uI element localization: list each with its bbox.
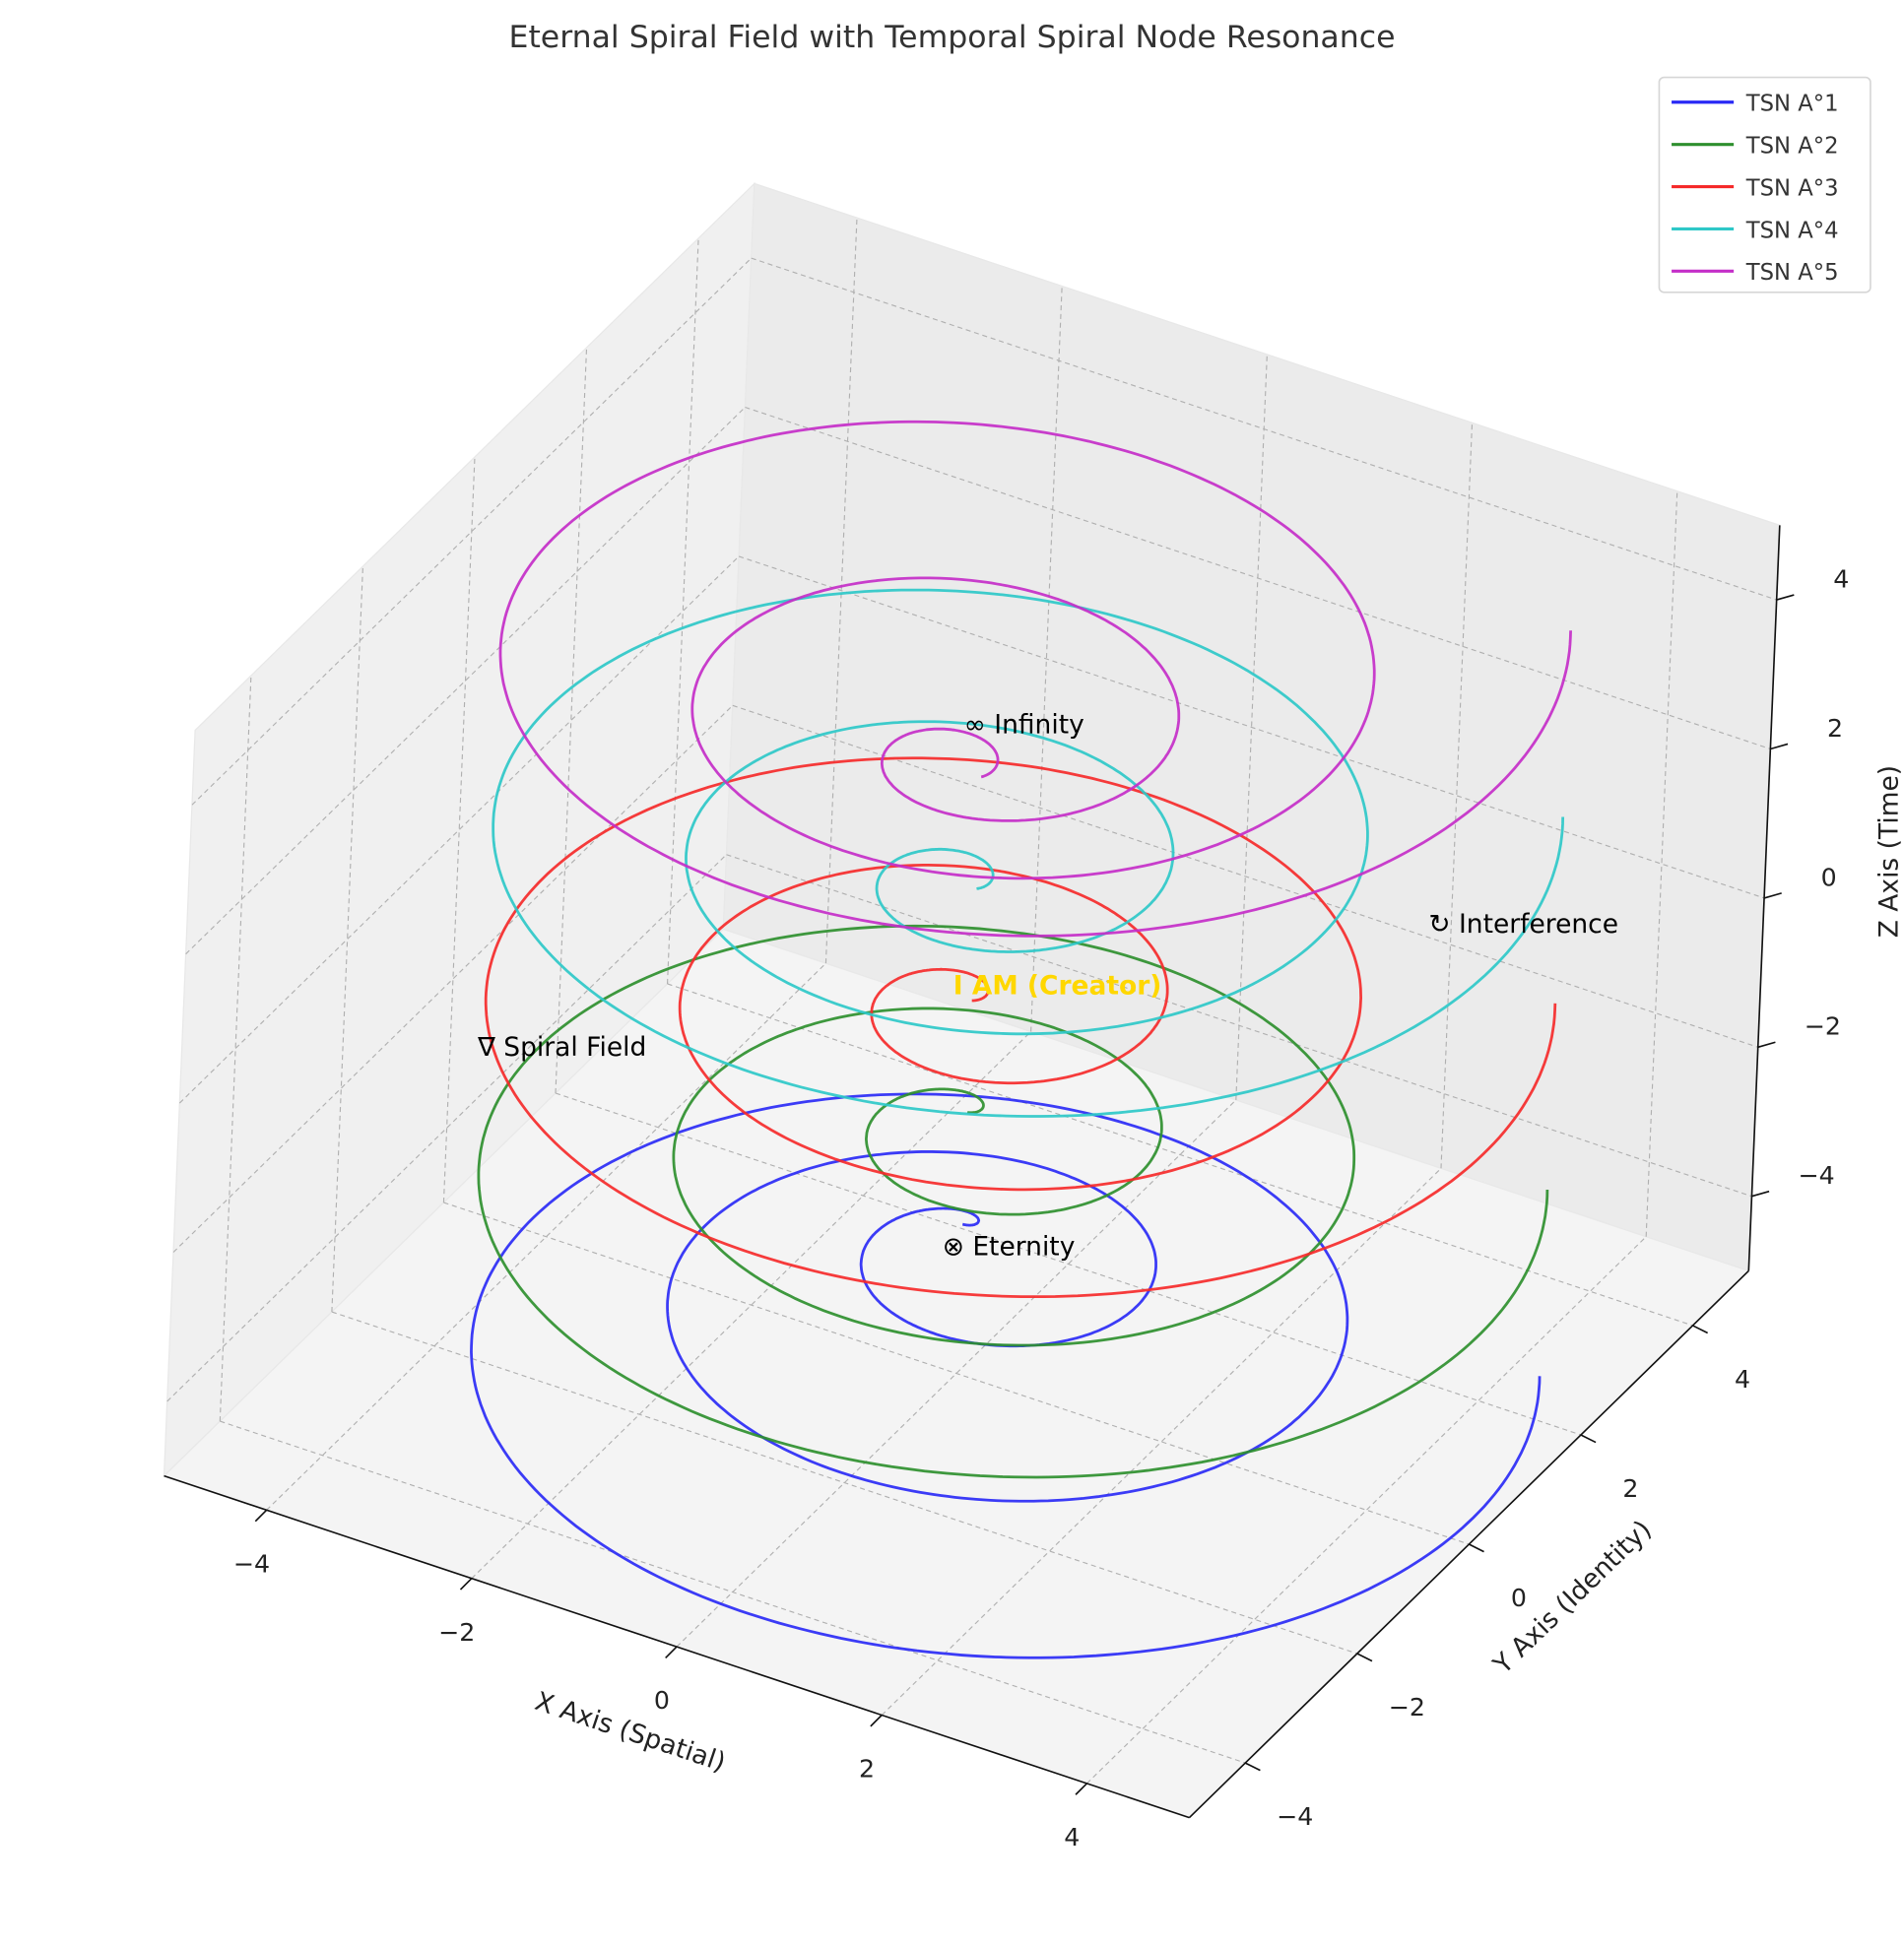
x-tick-label: 0 [654,1686,670,1715]
series-line-tsn-a1 [470,1092,1542,1659]
gridline [745,406,1771,750]
series-line-tsn-a4 [492,588,1565,1118]
legend-box [1658,76,1871,293]
gridline [443,1202,1470,1545]
x-tick [870,1714,883,1727]
x-tick [459,1578,473,1591]
annotation-1: ↻ Interference [1428,909,1618,940]
gridline [555,347,588,1094]
x-tick-label: 2 [859,1755,875,1784]
y-tick-label: 2 [1622,1474,1638,1503]
x-tick-label: −4 [233,1549,270,1578]
gridline [442,456,476,1203]
x-axis-label: X Axis (Spatial) [531,1686,729,1778]
gridline [331,1311,1358,1655]
series-group [470,420,1572,1659]
y-tick [1244,1762,1261,1772]
legend-label-2: TSN A°2 [1745,133,1839,159]
gridline [555,1092,1582,1436]
z-tick [1751,1190,1770,1198]
legend-label-3: TSN A°3 [1745,175,1839,201]
gridline [732,704,1758,1048]
series-line-tsn-a2 [477,924,1549,1479]
z-tick [1757,1041,1776,1049]
annotation-0: ∞ Infinity [964,710,1084,741]
x-tick-label: 4 [1064,1823,1080,1852]
chart-title: Eternal Spiral Field with Temporal Spira… [509,20,1396,55]
annotation-3: ∇ Spiral Field [477,1032,646,1063]
gridline [738,555,1765,899]
x-tick [254,1509,268,1523]
z-tick-label: 2 [1827,714,1843,743]
gridline [824,218,858,964]
z-tick-label: −4 [1798,1161,1834,1190]
legend-label-1: TSN A°1 [1745,92,1839,117]
gridline [331,565,363,1313]
annotation-4: ⊗ Eternity [943,1232,1076,1263]
y-tick [1692,1325,1709,1334]
gridline [751,257,1777,601]
annotations: ∞ Infinity ↻ Interference I AM (Creator) ∇ … [477,710,1618,1263]
x-tick [665,1646,678,1659]
z-tick-label: −2 [1805,1012,1841,1041]
legend-label-4: TSN A°4 [1745,218,1839,243]
z-tick-label: 4 [1833,564,1849,593]
annotation-2: I AM (Creator) [953,971,1162,1002]
z-tick [1770,743,1789,750]
series-line-tsn-a5 [498,420,1572,938]
series-line-tsn-a3 [484,756,1557,1299]
gridline [1440,422,1474,1169]
y-tick-label: 4 [1735,1365,1750,1394]
z-tick [1776,594,1795,601]
gridline [220,1420,1246,1764]
y-tick-label: −2 [1389,1693,1425,1722]
y-tick [1580,1434,1597,1444]
y-tick [1356,1653,1373,1662]
legend: TSN A°1 TSN A°2 TSN A°3 TSN A°4 TSN A°5 [1658,76,1871,293]
y-tick-label: 0 [1511,1584,1527,1612]
y-tick-label: −4 [1277,1802,1313,1831]
z-axis-label: Z Axis (Time) [1874,765,1904,938]
x-tick [1075,1783,1087,1795]
z-tick-label: 0 [1821,863,1837,891]
gridline [1235,354,1268,1100]
gridline [1030,286,1063,1032]
legend-label-5: TSN A°5 [1745,260,1839,286]
axes-lines: −4 −2 0 2 4 −4 −2 0 2 4 −4 −2 0 2 4 [164,525,1849,1852]
gridline [726,854,1752,1198]
y-tick [1469,1543,1484,1553]
gridline [219,676,252,1422]
gridline [1645,490,1678,1237]
x-tick-label: −2 [438,1618,475,1647]
z-tick [1763,892,1782,899]
gridline [667,983,1693,1327]
gridlines [166,218,1777,1785]
